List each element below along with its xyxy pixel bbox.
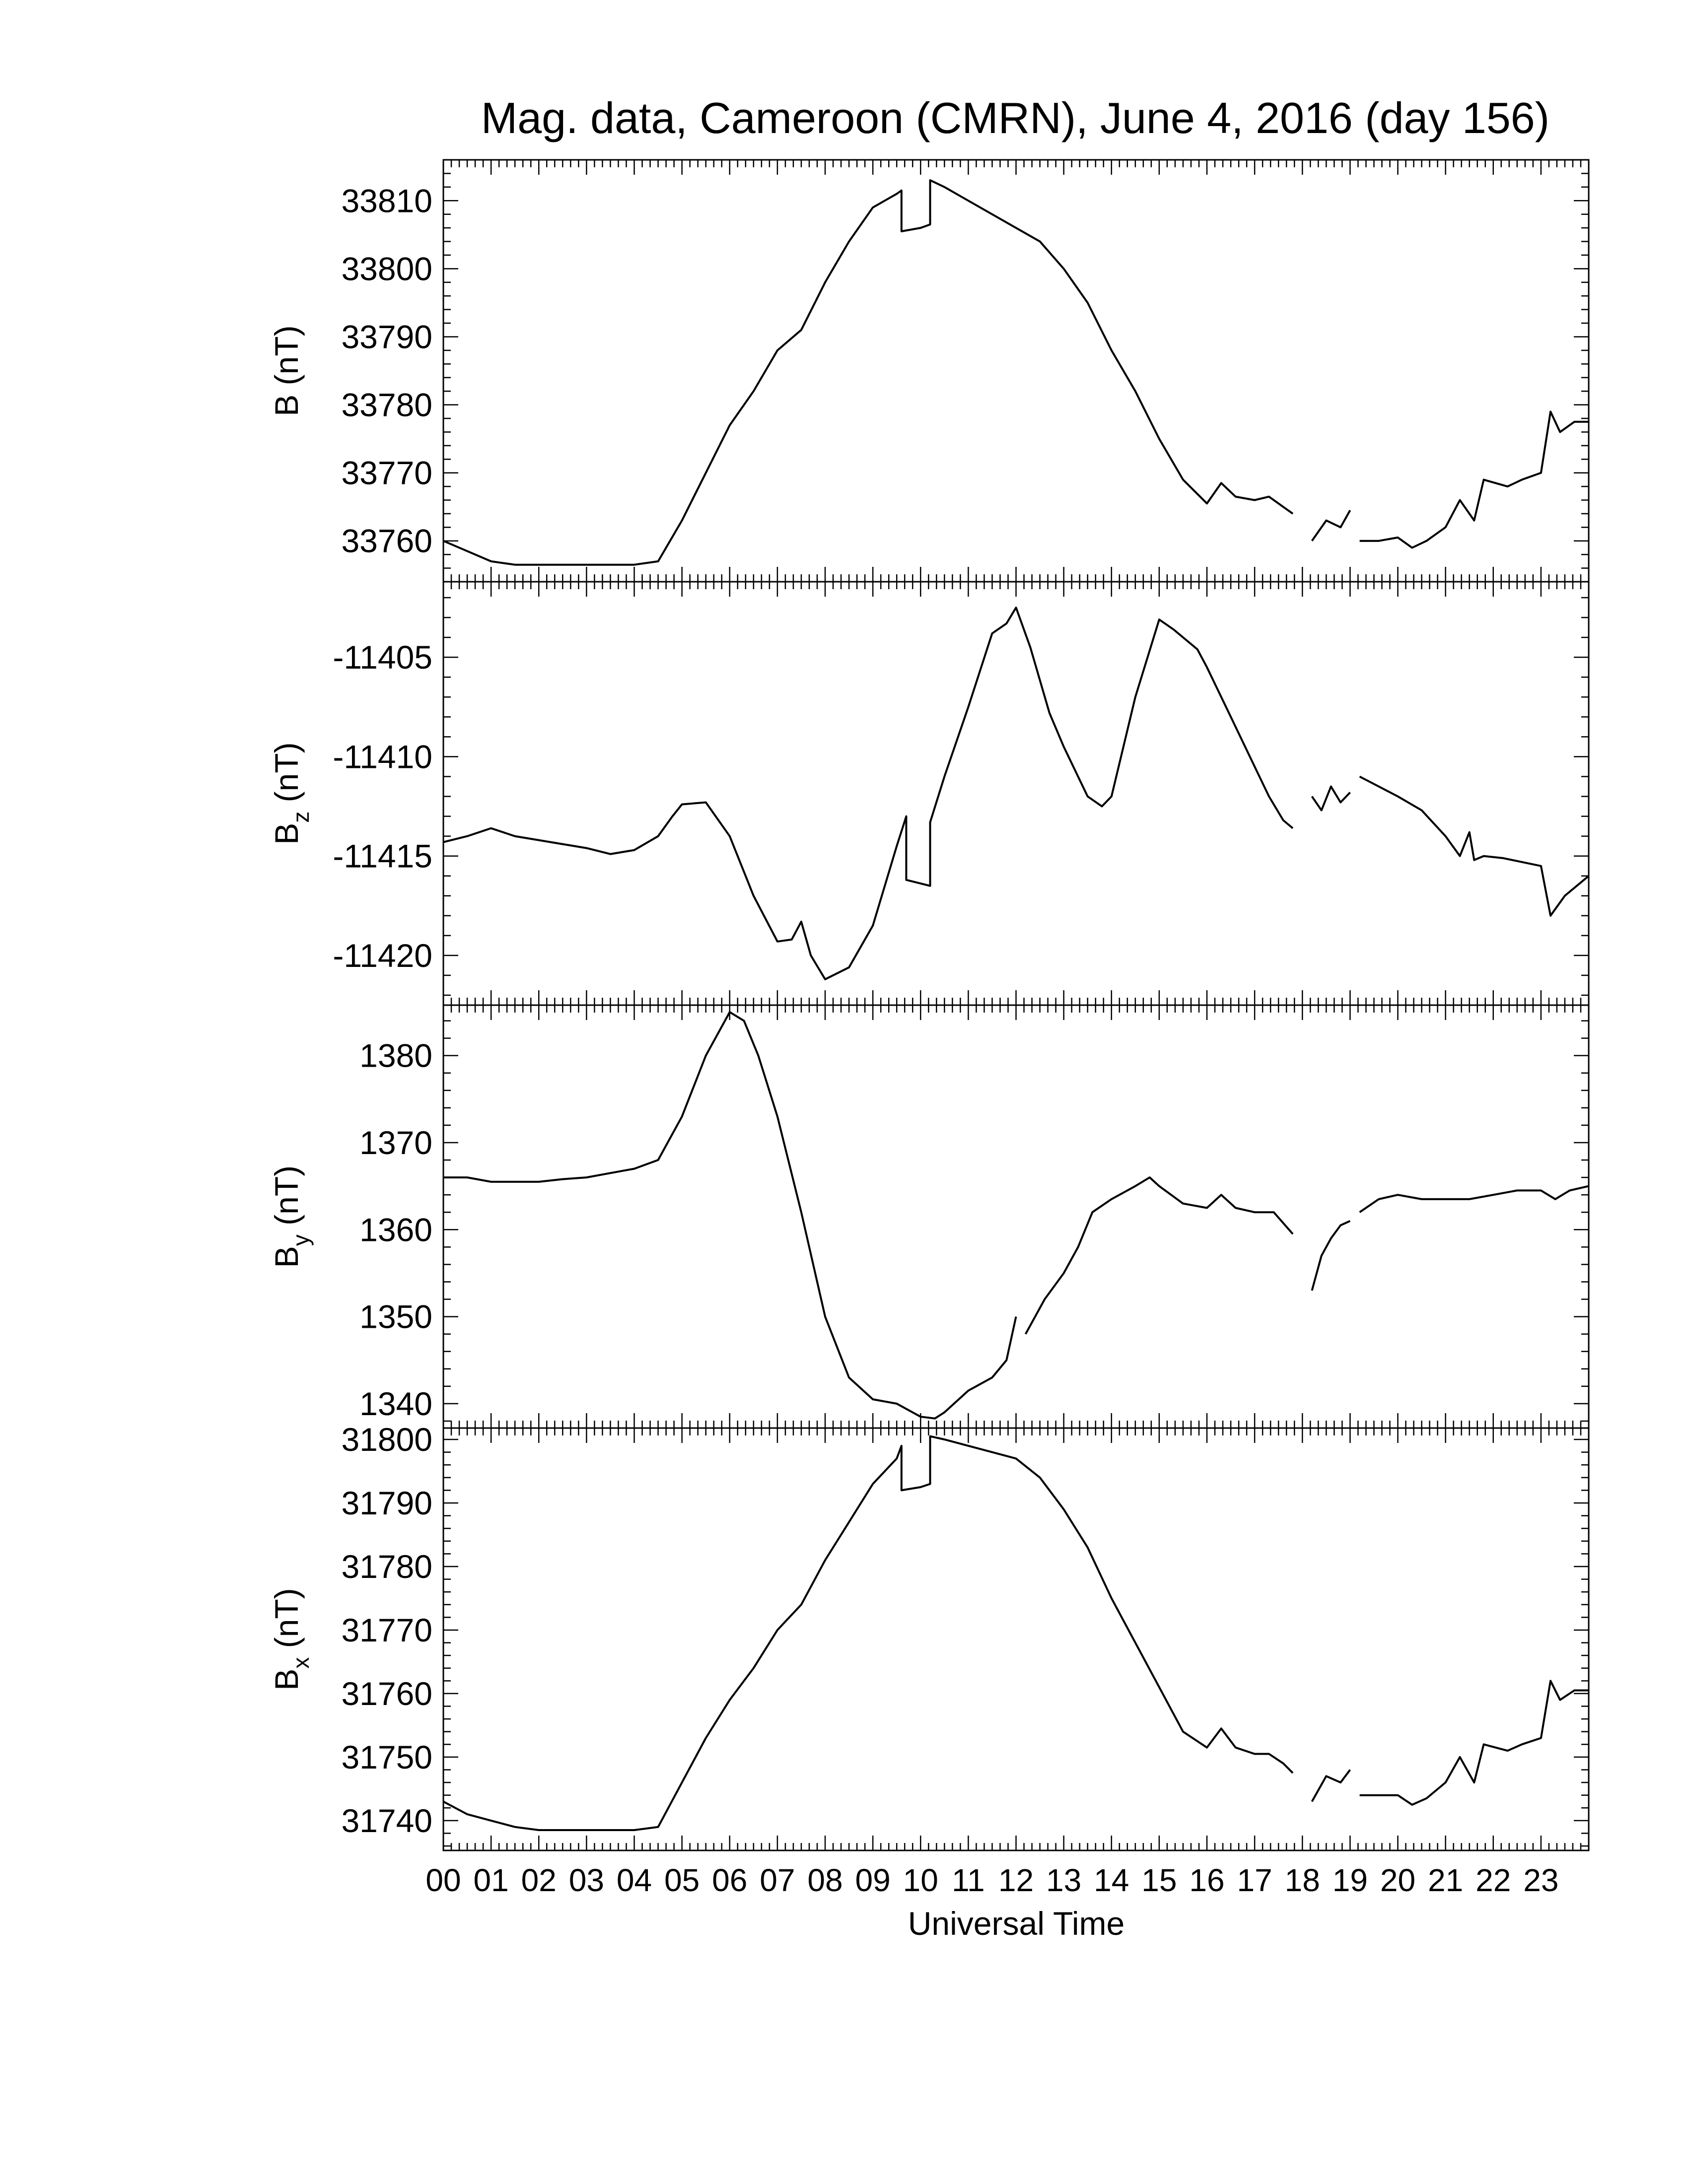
x-tick-label: 02 [521,1862,557,1898]
y-tick-label: 33790 [341,318,432,355]
x-tick-label: 13 [1046,1862,1081,1898]
y-tick-label: 31770 [341,1612,432,1648]
x-tick-label: 05 [664,1862,700,1898]
y-axis-label-bx: Bx (nT) [268,1588,314,1690]
series-line-by [1311,1220,1351,1291]
y-tick-label: 31740 [341,1802,432,1839]
series-line-by [1024,1176,1294,1335]
x-tick-label: 15 [1141,1862,1177,1898]
y-axis-label-bz: Bz (nT) [268,742,314,844]
y-tick-label: 31800 [341,1421,432,1458]
y-tick-label: 33760 [341,523,432,559]
x-tick-label: 10 [903,1862,938,1898]
x-tick-label: 23 [1523,1862,1558,1898]
x-tick-label: 19 [1333,1862,1368,1898]
x-tick-label: 03 [569,1862,604,1898]
series-line-bz [443,607,1294,980]
x-axis-label: Universal Time [908,1905,1125,1942]
x-tick-label: 09 [855,1862,891,1898]
series-line-bx [1311,1769,1351,1802]
y-tick-label: -11405 [333,639,432,676]
x-tick-label: 11 [952,1862,985,1898]
x-tick-label: 16 [1189,1862,1224,1898]
x-tick-label: 01 [474,1862,509,1898]
y-tick-label: -11410 [333,738,432,775]
x-tick-label: 14 [1094,1862,1129,1898]
x-tick-label: 08 [807,1862,843,1898]
x-axis-tick-labels: 00 01 02 03 04 05 06 07 08 09 10 11 12 13 14 15 16 17 18 19… [425,1862,1558,1898]
y-tick-label: 33810 [341,182,432,219]
y-axis-label-b-total: B (nT) [268,325,305,416]
x-tick-label: 18 [1285,1862,1320,1898]
x-tick-label: 04 [617,1862,652,1898]
x-tick-label: 20 [1380,1862,1415,1898]
panel-by: 1340 1350 1360 1370 1380 By (nT) [268,1004,1590,1429]
series-line-bz [1359,775,1590,917]
y-tick-label: 1350 [359,1298,432,1335]
series-line-bz [1311,785,1351,812]
x-tick-label: 06 [712,1862,747,1898]
y-tick-label: 1380 [359,1037,432,1074]
series-line-b-total [443,179,1294,566]
series-line-bx [1359,1680,1589,1806]
y-tick-label: 31750 [341,1739,432,1775]
y-tick-label: 31780 [341,1548,432,1585]
y-tick-label: 33780 [341,387,432,423]
series-line-by [443,1011,1017,1420]
x-tick-label: 21 [1428,1862,1463,1898]
y-tick-label: 33800 [341,250,432,287]
y-axis-label-by: By (nT) [268,1165,314,1268]
panels-group: 33760 33770 33780 33790 33800 33810 B (nT) -114… [268,159,1590,1851]
chart-title: Mag. data, Cameroon (CMRN), June 4, 2016… [481,93,1549,142]
y-tick-label: -11420 [333,937,432,974]
x-tick-label: 07 [760,1862,795,1898]
series-line-b-total [1311,510,1351,542]
series-line-bx [443,1435,1294,1831]
series-line-b-total [1359,410,1589,549]
y-tick-label: 1340 [359,1385,432,1422]
panel-bx: 31740 31750 31760 31770 31780 31790 31800 Bx (n… [268,1421,1590,1851]
y-tick-label: -11415 [333,838,432,875]
y-tick-label: 31790 [341,1485,432,1521]
panel-b-total: 33760 33770 33780 33790 33800 33810 B (nT) [268,159,1590,583]
y-tick-label: 1360 [359,1211,432,1248]
x-tick-label: 17 [1237,1862,1272,1898]
y-tick-label: 33770 [341,455,432,491]
series-line-by [1359,1185,1589,1213]
y-tick-label: 1370 [359,1124,432,1161]
x-tick-label: 22 [1476,1862,1511,1898]
y-tick-label: 31760 [341,1675,432,1712]
x-tick-label: 12 [998,1862,1034,1898]
x-tick-label: 00 [425,1862,461,1898]
